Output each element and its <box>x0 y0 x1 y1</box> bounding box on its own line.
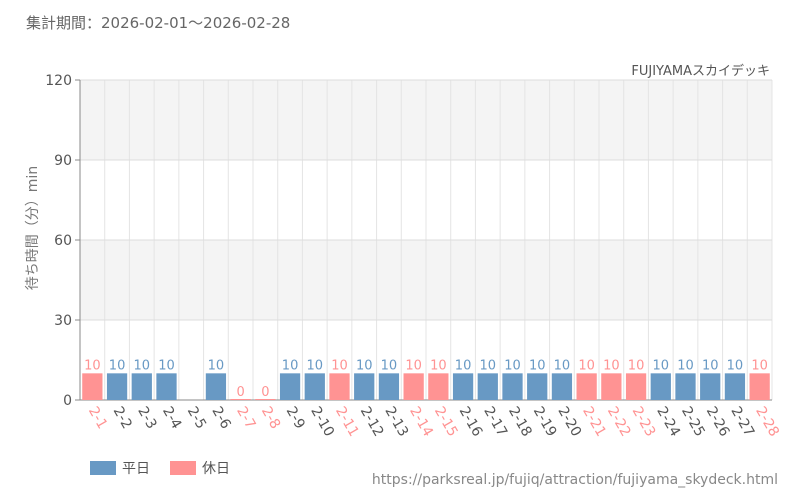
x-tick-label: 2-3 <box>134 404 159 432</box>
data-label: 10 <box>578 358 595 373</box>
data-label: 10 <box>603 358 620 373</box>
legend-item-holiday: 休日 <box>170 458 230 478</box>
bar <box>156 373 177 400</box>
bar <box>279 373 301 400</box>
bar <box>354 373 375 400</box>
bar <box>378 373 400 400</box>
legend: 平日 休日 <box>90 458 250 478</box>
x-tick-label: 2-26 <box>703 404 733 440</box>
data-label: 10 <box>554 358 571 373</box>
x-tick-label: 2-23 <box>629 404 659 440</box>
data-label: 10 <box>307 358 324 373</box>
x-tick-label: 2-27 <box>727 404 757 440</box>
attraction-name: FUJIYAMAスカイデッキ <box>631 64 770 79</box>
x-tick-label: 2-9 <box>283 404 308 432</box>
y-tick-label: 60 <box>54 233 72 249</box>
bar <box>82 373 103 400</box>
bar <box>502 373 523 400</box>
bar <box>650 373 671 400</box>
y-tick-label: 120 <box>45 73 72 89</box>
bar <box>106 373 128 400</box>
bar <box>329 373 350 400</box>
data-label: 10 <box>504 358 521 373</box>
data-label: 10 <box>84 358 101 373</box>
bar <box>527 373 548 400</box>
data-label: 10 <box>109 358 126 373</box>
data-label: 10 <box>628 358 645 373</box>
bar <box>304 373 325 400</box>
x-tick-label: 2-11 <box>332 404 362 440</box>
data-label: 10 <box>282 358 299 373</box>
bar <box>452 373 474 400</box>
data-label: 10 <box>208 358 225 373</box>
x-tick-label: 2-8 <box>258 404 283 432</box>
legend-swatch-holiday <box>170 461 196 475</box>
data-label: 10 <box>158 358 175 373</box>
bar <box>477 373 498 400</box>
bar <box>255 399 276 400</box>
x-tick-label: 2-14 <box>406 404 436 440</box>
x-tick-label: 2-17 <box>480 404 510 440</box>
x-tick-label: 2-13 <box>381 404 411 440</box>
bar <box>675 373 696 400</box>
data-label: 10 <box>653 358 670 373</box>
data-label: 10 <box>331 358 348 373</box>
legend-swatch-weekday <box>90 461 116 475</box>
data-label: 10 <box>405 358 422 373</box>
bar <box>625 373 647 400</box>
x-tick-label: 2-10 <box>307 404 337 440</box>
x-tick-label: 2-18 <box>505 404 535 440</box>
data-label: 0 <box>261 385 269 400</box>
bar <box>428 373 449 400</box>
data-label: 10 <box>677 358 694 373</box>
y-tick-label: 0 <box>63 393 72 409</box>
x-tick-label: 2-4 <box>159 404 184 432</box>
period-label: 集計期間：2026-02-01～2026-02-28 <box>26 14 291 32</box>
legend-label-weekday: 平日 <box>122 461 150 477</box>
legend-item-weekday: 平日 <box>90 458 150 478</box>
bar <box>131 373 152 400</box>
y-tick-label: 90 <box>54 153 72 169</box>
bar <box>205 373 227 400</box>
bar <box>700 373 721 400</box>
bar <box>230 399 251 400</box>
x-tick-label: 2-16 <box>456 404 486 440</box>
x-tick-label: 2-12 <box>357 404 387 440</box>
data-label: 10 <box>751 358 768 373</box>
x-tick-label: 2-25 <box>678 404 708 440</box>
bar <box>749 373 770 400</box>
x-tick-label: 2-28 <box>752 404 782 440</box>
y-tick-label: 30 <box>54 313 72 329</box>
data-label: 10 <box>455 358 472 373</box>
legend-label-holiday: 休日 <box>202 461 230 477</box>
x-tick-label: 2-24 <box>653 404 683 440</box>
data-label: 10 <box>480 358 497 373</box>
data-label: 10 <box>134 358 151 373</box>
bar <box>551 373 573 400</box>
data-label: 10 <box>430 358 447 373</box>
data-label: 10 <box>702 358 719 373</box>
x-tick-label: 2-19 <box>530 404 560 440</box>
x-tick-label: 2-1 <box>85 404 110 432</box>
x-tick-label: 2-21 <box>579 404 609 440</box>
bar <box>403 373 424 400</box>
x-tick-label: 2-15 <box>431 404 461 440</box>
x-tick-label: 2-5 <box>184 404 209 432</box>
x-tick-label: 2-2 <box>110 404 135 432</box>
x-tick-label: 2-6 <box>208 404 233 432</box>
source-url: https://parksreal.jp/fujiq/attraction/fu… <box>371 472 778 488</box>
data-label: 10 <box>381 358 398 373</box>
x-tick-label: 2-7 <box>233 404 258 432</box>
data-label: 10 <box>727 358 744 373</box>
bar <box>724 373 746 400</box>
data-label: 10 <box>356 358 373 373</box>
x-tick-label: 2-20 <box>554 404 584 440</box>
x-tick-label: 2-22 <box>604 404 634 440</box>
bar <box>601 373 622 400</box>
data-label: 10 <box>529 358 546 373</box>
bar <box>576 373 597 400</box>
data-label: 0 <box>237 385 245 400</box>
